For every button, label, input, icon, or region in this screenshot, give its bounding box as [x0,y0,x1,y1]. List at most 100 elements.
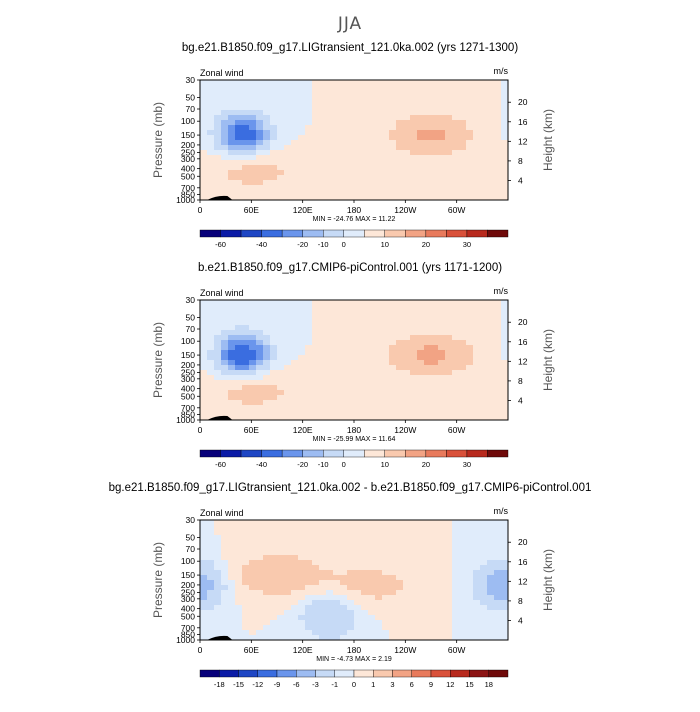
heatmap-cell [291,330,299,336]
heatmap-cell [466,530,474,536]
heatmap-cell [221,520,229,526]
heatmap-cell [207,525,215,531]
heatmap-cell [242,375,250,381]
heatmap-cell [319,105,327,111]
heatmap-cell [347,380,355,386]
heatmap-cell [382,310,390,316]
heatmap-cell [319,80,327,86]
heatmap-cell [389,385,397,391]
heatmap-cell [354,300,362,306]
heatmap-cell [277,135,285,141]
heatmap-cell [389,130,397,136]
heatmap-cell [417,125,425,131]
heatmap-cell [354,520,362,526]
heatmap-cell [249,100,257,106]
heatmap-cell [333,590,341,596]
heatmap-cell [431,385,439,391]
heatmap-cell [200,350,208,356]
heatmap-cell [214,595,222,601]
heatmap-cell [340,190,348,196]
heatmap-cell [214,610,222,616]
heatmap-cell [319,360,327,366]
y-tick-label: 250 [181,148,195,158]
heatmap-cell [270,385,278,391]
heatmap-cell [214,155,222,161]
heatmap-cell [431,180,439,186]
heatmap-cell [389,180,397,186]
heatmap-cell [445,85,453,91]
heatmap-cell [340,315,348,321]
heatmap-cell [445,300,453,306]
y-tick-label: 400 [181,384,195,394]
heatmap-cell [333,165,341,171]
heatmap-cell [221,545,229,551]
heatmap-cell [200,540,208,546]
heatmap-cell [200,95,208,101]
heatmap-cell [228,385,236,391]
heatmap-cell [347,555,355,561]
heatmap-cell [291,550,299,556]
heatmap-cell [459,630,467,636]
heatmap-cell [277,600,285,606]
heatmap-cell [228,375,236,381]
heatmap-cell [466,155,474,161]
heatmap-cell [382,380,390,386]
heatmap-cell [340,540,348,546]
heatmap-cell [361,590,369,596]
heatmap-cell [410,560,418,566]
heatmap-cell [277,630,285,636]
heatmap-cell [277,390,285,396]
heatmap-cell [410,615,418,621]
heatmap-cell [214,325,222,331]
heatmap-cell [403,350,411,356]
heatmap-cell [361,85,369,91]
heatmap-cell [487,125,495,131]
heatmap-cell [368,350,376,356]
heatmap-cell [298,190,306,196]
heatmap-cell [347,80,355,86]
heatmap-cell [249,95,257,101]
heatmap-cell [270,85,278,91]
heatmap-cell [494,325,502,331]
y-tick-label: 70 [186,324,196,334]
heatmap-cell [382,560,390,566]
heatmap-cell [382,195,390,201]
heatmap-cell [452,330,460,336]
heatmap-cell [256,415,264,421]
heatmap-cell [396,605,404,611]
heatmap-cell [263,395,271,401]
heatmap-cell [312,135,320,141]
heatmap-cell [494,635,502,641]
heatmap-cell [396,555,404,561]
heatmap-cell [249,595,257,601]
x-tick-label: 120W [394,645,416,655]
heatmap-cell [396,400,404,406]
left-string: Zonal wind [200,68,244,78]
heatmap-cell [207,125,215,131]
heatmap-cell [228,345,236,351]
heatmap-cell [277,415,285,421]
heatmap-cell [312,530,320,536]
heatmap-cell [368,105,376,111]
heatmap-cell [361,155,369,161]
heatmap-cell [445,150,453,156]
heatmap-cell [361,115,369,121]
heatmap-cell [487,635,495,641]
heatmap-cell [480,190,488,196]
heatmap-cell [480,620,488,626]
heatmap-cell [368,530,376,536]
heatmap-cell [305,85,313,91]
heatmap-cell [487,555,495,561]
heatmap-cell [487,575,495,581]
heatmap-cell [431,405,439,411]
heatmap-cell [277,590,285,596]
heatmap-cell [319,620,327,626]
heatmap-cell [403,120,411,126]
heatmap-cell [221,580,229,586]
heatmap-cell [417,155,425,161]
heatmap-cell [270,530,278,536]
heatmap-cell [228,360,236,366]
heatmap-cell [361,335,369,341]
heatmap-cell [438,610,446,616]
heatmap-cell [459,95,467,101]
